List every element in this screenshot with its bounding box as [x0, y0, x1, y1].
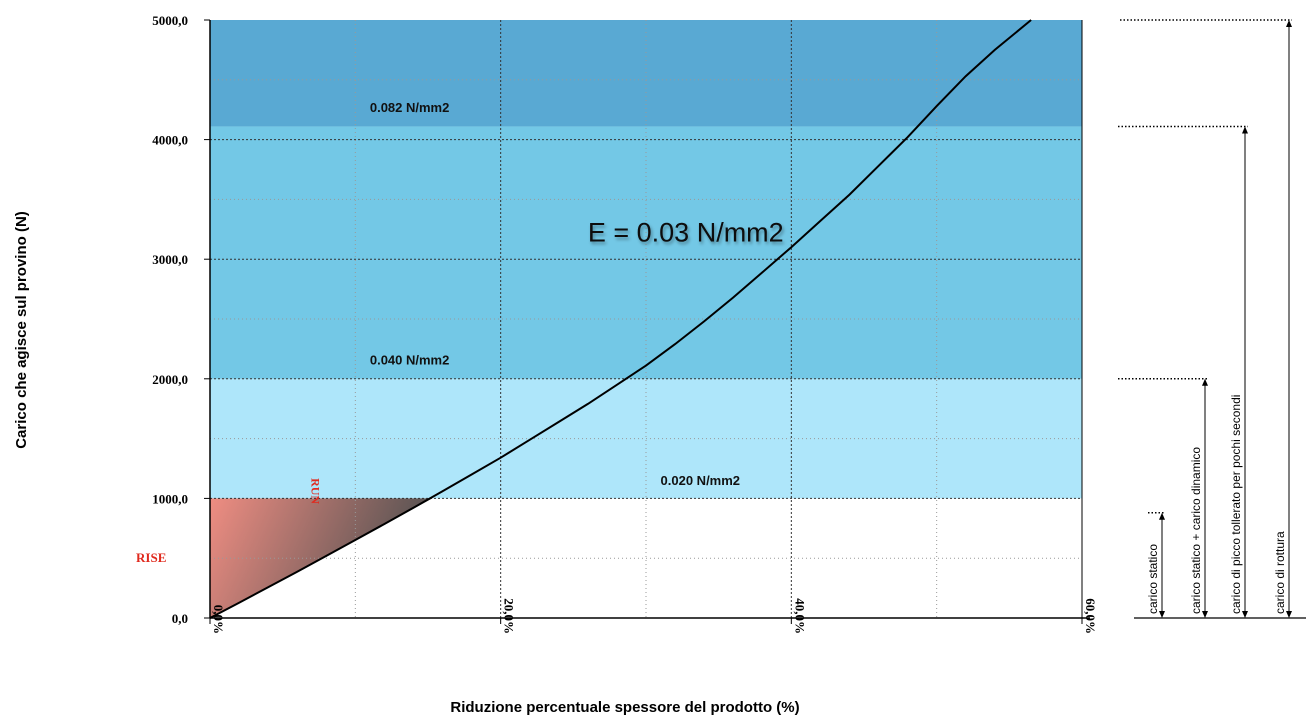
bracket-arrow-head-bottom: [1286, 611, 1292, 618]
bracket-arrow-head-top: [1159, 512, 1165, 520]
band-label: 0.082 N/mm2: [370, 100, 450, 115]
y-tick-label: 4000,0: [152, 133, 188, 148]
y-axis-label: Carico che agisce sul provino (N): [13, 211, 30, 449]
annotations: E = 0.03 N/mm2 RUN RISE: [136, 217, 784, 565]
band-labels: 0.020 N/mm2 0.040 N/mm2 0.082 N/mm2: [370, 100, 740, 488]
load-brackets: carico statico carico statico + carico di…: [1118, 19, 1306, 619]
bracket-arrow-head-top: [1286, 20, 1292, 27]
axes: [204, 19, 1090, 624]
bracket-arrow-head-bottom: [1202, 611, 1208, 618]
band-3: [210, 20, 1082, 127]
y-tick-label: 5000,0: [152, 13, 188, 28]
x-tick-label: 40,0%: [792, 598, 807, 634]
gridlines: [210, 20, 1082, 618]
bracket-label: carico di rottura: [1273, 531, 1287, 614]
y-tick-label: 2000,0: [152, 372, 188, 387]
bracket-arrow-head-top: [1202, 378, 1208, 386]
series-line-0: [209, 19, 1032, 619]
bracket-arrow-head-top: [1242, 126, 1248, 134]
band-label: 0.020 N/mm2: [661, 473, 741, 488]
y-tick-label: 1000,0: [152, 491, 188, 506]
series-line: [209, 19, 1032, 619]
tick-labels: 0,0 1000,0 2000,0 3000,0 4000,0 5000,0 0,0% 20,…: [152, 13, 1098, 634]
x-tick-label: 20,0%: [502, 598, 517, 634]
modulus-label: E = 0.03 N/mm2: [588, 217, 784, 247]
band-label: 0.040 N/mm2: [370, 352, 450, 367]
y-tick-label: 3000,0: [152, 252, 188, 267]
bracket-label: carico di picco tollerato per pochi seco…: [1229, 395, 1243, 614]
bracket-label: carico statico + carico dinamico: [1189, 447, 1203, 614]
x-axis-label: Riduzione percentuale spessore del prodo…: [450, 699, 799, 716]
x-tick-label: 60,0%: [1083, 598, 1098, 634]
bracket-arrow-head-bottom: [1242, 611, 1248, 618]
y-tick-label: 0,0: [172, 611, 188, 626]
bracket-label: carico statico: [1146, 544, 1160, 614]
x-tick-label: 0,0%: [211, 605, 226, 634]
bracket-arrow-head-bottom: [1159, 611, 1165, 618]
run-label: RUN: [309, 478, 323, 504]
rise-label: RISE: [136, 550, 166, 565]
